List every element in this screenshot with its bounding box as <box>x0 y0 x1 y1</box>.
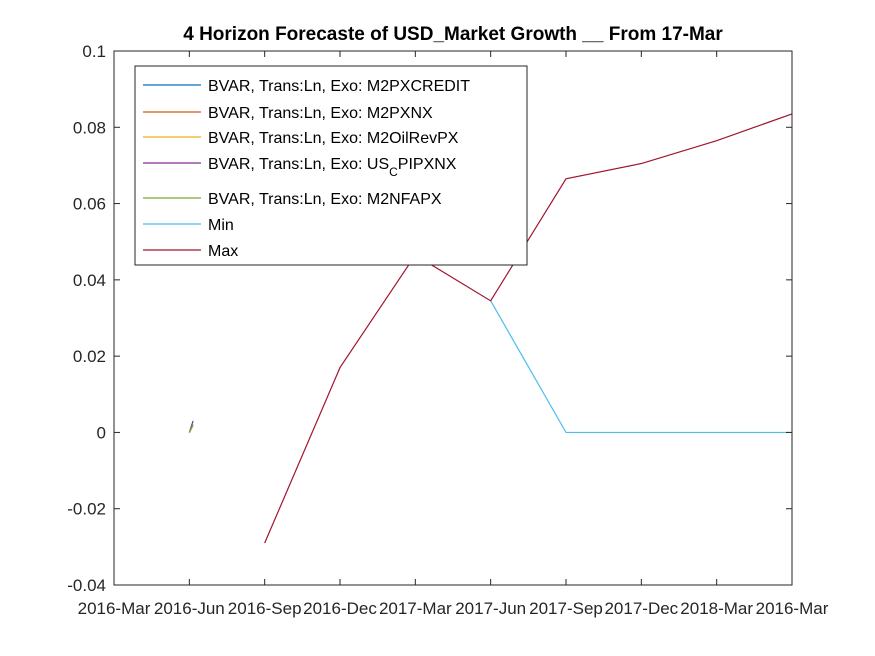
legend-box <box>134 65 528 266</box>
x-tick-label: 2017-Mar <box>379 599 452 618</box>
y-tick-label: 0.08 <box>73 118 106 137</box>
series-line-6 <box>264 113 793 544</box>
legend-label-main: BVAR, Trans:Ln, Exo: US <box>208 156 389 173</box>
legend-label: BVAR, Trans:Ln, Exo: M2PXCREDIT <box>208 78 470 95</box>
x-tick-label: 2017-Jun <box>455 599 526 618</box>
series-line-5 <box>490 300 792 434</box>
x-tick-label: 2017-Dec <box>604 599 678 618</box>
y-tick-label: -0.02 <box>67 500 106 519</box>
legend-label: BVAR, Trans:Ln, Exo: M2OilRevPX <box>208 130 459 147</box>
y-tick-label: 0.1 <box>82 42 106 61</box>
legend-label: BVAR, Trans:Ln, Exo: USCPIPXNX <box>208 156 457 179</box>
y-tick-label: 0 <box>97 423 106 442</box>
legend-label-main: BVAR, Trans:Ln, Exo: M2PXNX <box>208 105 433 122</box>
x-tick-label: 2016-Jun <box>154 599 225 618</box>
y-tick-label: 0.06 <box>73 195 106 214</box>
legend-label: BVAR, Trans:Ln, Exo: M2NFAPX <box>208 191 442 208</box>
y-tick-label: -0.04 <box>67 576 106 595</box>
series-layer <box>188 113 793 544</box>
x-tick-label: 2018-Mar <box>680 599 753 618</box>
x-tick-label: 2016-Sep <box>228 599 302 618</box>
legend: BVAR, Trans:Ln, Exo: M2PXCREDIT BVAR, Tra… <box>134 65 528 266</box>
legend-label: BVAR, Trans:Ln, Exo: M2PXNX <box>208 105 433 122</box>
y-tick-label: 0.04 <box>73 271 106 290</box>
legend-label-main: Max <box>208 243 238 260</box>
legend-label-subscript: C <box>389 165 398 179</box>
plot-area-frame <box>113 50 793 586</box>
legend-label-main: Min <box>208 217 234 234</box>
x-tick-label: 2017-Sep <box>529 599 603 618</box>
legend-label-main: BVAR, Trans:Ln, Exo: M2PXCREDIT <box>208 78 470 95</box>
y-tick-label: 0.02 <box>73 347 106 366</box>
chart-title: 4 Horizon Forecaste of USD_Market Growth… <box>183 24 723 45</box>
legend-label: Min <box>208 217 234 234</box>
legend-label-main: BVAR, Trans:Ln, Exo: M2NFAPX <box>208 191 442 208</box>
x-tick-label: 2016-Mar <box>78 599 151 618</box>
legend-label-main: BVAR, Trans:Ln, Exo: M2OilRevPX <box>208 130 459 147</box>
series-line-4 <box>188 424 194 433</box>
x-tick-label: 2016-Mar <box>756 599 829 618</box>
x-tick-label: 2016-Dec <box>303 599 377 618</box>
legend-label-tail: PIPXNX <box>398 156 457 173</box>
legend-label: Max <box>208 243 238 260</box>
